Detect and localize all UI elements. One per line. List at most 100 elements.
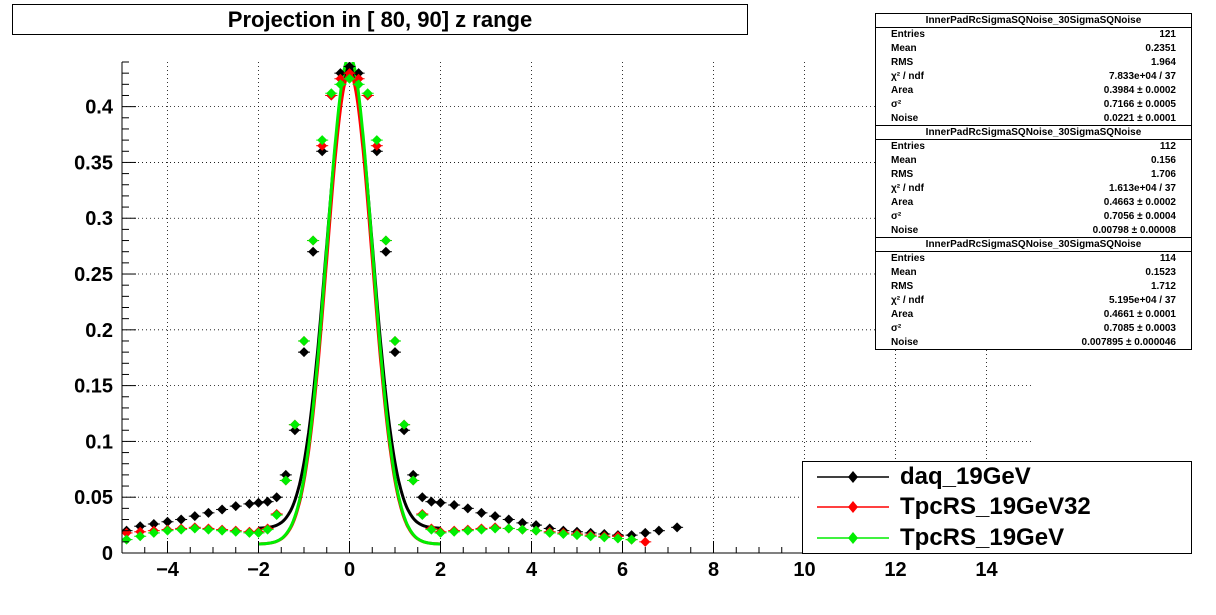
data-point [335,79,346,90]
stats-row: χ² / ndf 7.833e+04 / 37 [876,70,1191,84]
stats-value: 0.156 [1150,155,1176,166]
data-point [148,527,159,538]
stats-value: 1.964 [1150,57,1176,68]
stats-key: RMS [891,281,914,292]
data-point [122,534,132,545]
data-point [280,469,291,480]
x-tick-label: 12 [884,559,906,581]
data-point [353,79,364,90]
stats-value: 1.706 [1150,169,1176,180]
data-point [572,530,582,541]
y-tick-label: 0.35 [74,152,113,174]
legend-marker-icon [817,471,889,483]
stats-row: σ² 0.7085 ± 0.0003 [876,322,1191,336]
data-point [148,518,159,529]
stats-key: Area [891,309,914,320]
data-point [189,511,200,522]
data-point [280,475,291,486]
data-point [599,532,610,543]
data-point [672,522,683,533]
data-point [462,525,473,536]
data-point [344,73,355,84]
data-point [244,498,255,509]
stats-value: 0.7085 ± 0.0003 [1103,323,1176,334]
x-tick-label: −4 [156,559,180,581]
data-point [531,525,542,536]
stats-key: σ² [891,99,902,110]
data-point [435,497,446,508]
data-point [558,529,569,540]
x-tick-label: 14 [975,559,998,581]
stats-value: 0.0221 ± 0.0001 [1103,113,1176,124]
data-point [476,524,487,535]
data-point [417,492,428,503]
data-point [203,507,214,518]
data-point [135,531,146,542]
data-point [344,68,355,79]
stats-row: Mean 0.156 [876,154,1191,168]
stats-row: Mean 0.2351 [876,42,1191,56]
legend-label: daq_19GeV [900,463,1031,490]
stats-row: Entries 121 [876,28,1191,42]
data-point [217,525,228,536]
data-point [399,419,410,430]
data-point [362,88,373,99]
data-point [435,527,446,538]
fit-curve-2 [258,62,441,546]
data-point [326,88,337,99]
y-tick-label: 0 [102,543,113,565]
data-point [253,497,264,508]
x-tick-label: −2 [247,559,270,581]
stats-value: 0.7166 ± 0.0005 [1103,99,1176,110]
data-point [262,496,273,507]
data-point [289,419,300,430]
data-point [462,503,473,514]
stats-row: RMS 1.712 [876,280,1191,294]
stats-row: Entries 112 [876,140,1191,154]
stats-key: Area [891,197,914,208]
data-point [612,533,623,544]
data-point [176,514,187,525]
stats-key: χ² / ndf [891,71,924,82]
data-point [531,520,542,531]
legend-item-tpcrs32: TpcRS_19GeV32 [803,492,1191,522]
legend-item-tpcrs: TpcRS_19GeV [803,523,1191,553]
legend: daq_19GeV TpcRS_19GeV32 TpcRS_19GeV [802,461,1192,554]
stats-value: 1.613e+04 / 37 [1108,183,1176,194]
data-point [353,73,364,84]
y-tick-label: 0.1 [85,431,113,453]
stats-key: Noise [891,225,919,236]
x-tick-label: 0 [344,559,355,581]
stats-key: RMS [891,57,914,68]
data-point [135,521,146,532]
data-point [490,511,501,522]
legend-marker-icon [817,501,889,513]
stats-value: 7.833e+04 / 37 [1108,71,1176,82]
legend-item-daq: daq_19GeV [803,462,1191,492]
legend-label: TpcRS_19GeV [900,524,1065,551]
tick-labels: −4 −2 0 2 4 6 8 10 12 14 0 0.05 0.1 0.15 0.2 0.25 0.3 0.3… [74,97,998,581]
data-point [390,347,400,358]
stats-row: Noise 0.0221 ± 0.0001 [876,112,1191,126]
data-point [653,525,664,536]
legend-marker-icon [817,532,889,544]
stats-row: Entries 114 [876,252,1191,266]
stats-value: 0.3984 ± 0.0002 [1103,85,1176,96]
data-point [230,501,241,512]
stats-value: 0.007895 ± 0.000046 [1081,337,1176,348]
stats-value: 112 [1159,141,1176,152]
stats-value: 0.2351 [1145,43,1176,54]
stats-key: Noise [891,337,919,348]
stats-row: Area 0.4661 ± 0.0001 [876,308,1191,322]
data-point [317,140,328,151]
stats-key: σ² [891,323,902,334]
data-point [317,146,328,157]
data-point [408,469,419,480]
stats-row: Area 0.4663 ± 0.0002 [876,196,1191,210]
stats-value: 0.4663 ± 0.0002 [1103,197,1176,208]
stats-row: σ² 0.7166 ± 0.0005 [876,98,1191,112]
stats-key: σ² [891,211,902,222]
data-point [203,524,214,535]
x-tick-label: 6 [617,559,628,581]
